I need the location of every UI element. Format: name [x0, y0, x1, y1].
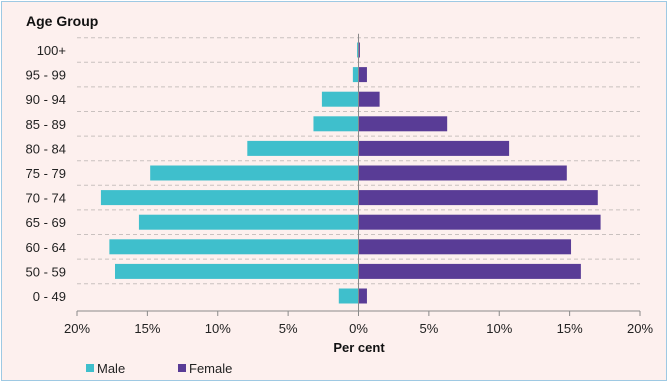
x-tick-label: 10%	[205, 321, 231, 336]
x-tick-labels: 20% 15% 10% 5% 0% 5% 10% 15% 20%	[64, 321, 653, 336]
bars	[100, 42, 601, 304]
female-bar-5	[358, 165, 567, 181]
x-tick-label: 20%	[64, 321, 90, 336]
female-bar-8	[358, 239, 572, 255]
x-tick-label: 10%	[486, 321, 512, 336]
male-bar-5	[150, 165, 359, 181]
male-bar-10	[338, 288, 359, 304]
female-bar-0	[358, 42, 360, 58]
male-bar-4	[247, 140, 359, 156]
female-bar-1	[358, 67, 367, 83]
y-axis-title: Age Group	[26, 13, 98, 29]
y-tick-label: 50 - 59	[26, 264, 66, 279]
female-bar-4	[358, 140, 510, 156]
y-tick-label: 85 - 89	[26, 117, 66, 132]
female-bar-3	[358, 116, 448, 132]
y-tick-label: 0 - 49	[33, 289, 66, 304]
y-tick-label: 100+	[37, 43, 66, 58]
female-bar-6	[358, 190, 598, 206]
y-tick-label: 75 - 79	[26, 166, 66, 181]
male-bar-8	[109, 239, 359, 255]
male-legend-swatch	[86, 364, 94, 372]
x-tick-label: 5%	[419, 321, 438, 336]
male-bar-9	[115, 263, 359, 279]
male-legend-label: Male	[97, 361, 125, 376]
x-tick-label: 15%	[557, 321, 583, 336]
male-bar-2	[321, 91, 359, 107]
male-bar-0	[357, 42, 359, 58]
legend: Male Female	[86, 361, 232, 376]
y-tick-label: 80 - 84	[26, 141, 66, 156]
y-tick-label: 65 - 69	[26, 215, 66, 230]
x-tick-label: 20%	[627, 321, 653, 336]
x-axis-title: Per cent	[333, 340, 385, 355]
female-bar-7	[358, 214, 601, 230]
female-bar-10	[358, 288, 367, 304]
x-tick-label: 0%	[349, 321, 368, 336]
male-bar-3	[313, 116, 359, 132]
female-bar-2	[358, 91, 380, 107]
female-bar-9	[358, 263, 581, 279]
axes	[76, 33, 641, 316]
male-bar-1	[352, 67, 359, 83]
y-tick-label: 60 - 64	[26, 240, 66, 255]
x-tick-label: 5%	[279, 321, 298, 336]
x-tick-label: 15%	[134, 321, 160, 336]
y-tick-label: 70 - 74	[26, 191, 66, 206]
y-tick-label: 90 - 94	[26, 92, 66, 107]
female-legend-label: Female	[189, 361, 232, 376]
y-tick-labels: 100+ 95 - 99 90 - 94 85 - 89 80 - 84 75 - 79 7…	[26, 43, 66, 304]
male-bar-6	[100, 190, 359, 206]
y-tick-label: 95 - 99	[26, 68, 66, 83]
male-bar-7	[138, 214, 359, 230]
female-legend-swatch	[178, 364, 186, 372]
